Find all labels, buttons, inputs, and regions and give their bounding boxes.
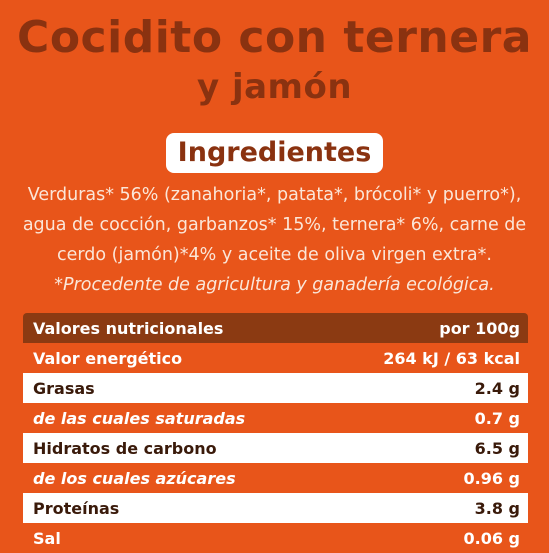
ingredients-heading: Ingredientes	[165, 133, 384, 173]
ingredients-text: Verduras* 56% (zanahoria*, patata*, bróc…	[8, 180, 541, 300]
ingredients-note: *Procedente de agricultura y ganadería e…	[54, 275, 495, 295]
nutrition-value: 0.96 g	[463, 468, 521, 488]
ingredients-line: Verduras* 56% (zanahoria*, patata*, bróc…	[27, 185, 522, 205]
product-subtitle: y jamón	[196, 67, 353, 107]
nutrition-label: Grasas	[33, 378, 95, 398]
nutrition-label: de los cuales azúcares	[33, 468, 236, 488]
nutrition-row-carbs: Hidratos de carbono 6.5 g	[23, 433, 528, 463]
nutrition-header-label: Valores nutricionales	[33, 318, 224, 338]
nutrition-value: 6.5 g	[474, 438, 520, 458]
nutrition-header-value: por 100g	[439, 318, 520, 338]
nutrition-row-fat: Grasas 2.4 g	[23, 373, 528, 403]
nutrition-header-row: Valores nutricionales por 100g	[23, 313, 528, 343]
nutrition-value: 0.06 g	[463, 528, 521, 548]
nutrition-row-salt: Sal 0.06 g	[23, 523, 528, 553]
nutrition-label: Valor energético	[33, 348, 183, 368]
nutrition-value: 2.4 g	[474, 378, 520, 398]
nutrition-row-saturated: de las cuales saturadas 0.7 g	[23, 403, 528, 433]
nutrition-value: 264 kJ / 63 kcal	[383, 348, 520, 368]
nutrition-value: 3.8 g	[474, 498, 520, 518]
nutrition-value: 0.7 g	[474, 408, 520, 428]
nutrition-row-energy: Valor energético 264 kJ / 63 kcal	[23, 343, 528, 373]
nutrition-label: Hidratos de carbono	[33, 438, 217, 458]
nutrition-row-sugars: de los cuales azúcares 0.96 g	[23, 463, 528, 493]
product-title: Cocidito con ternera	[17, 12, 532, 63]
nutrition-label: de las cuales saturadas	[33, 408, 246, 428]
nutrition-label: Sal	[33, 528, 61, 548]
ingredients-line: agua de cocción, garbanzos* 15%, ternera…	[22, 215, 527, 235]
ingredients-heading-wrap: Ingredientes	[0, 133, 549, 173]
nutrition-label: Proteínas	[33, 498, 120, 518]
ingredients-line: cerdo (jamón)*4% y aceite de oliva virge…	[57, 245, 492, 265]
nutrition-table: Valores nutricionales por 100g Valor ene…	[23, 313, 528, 553]
nutrition-row-protein: Proteínas 3.8 g	[23, 493, 528, 523]
